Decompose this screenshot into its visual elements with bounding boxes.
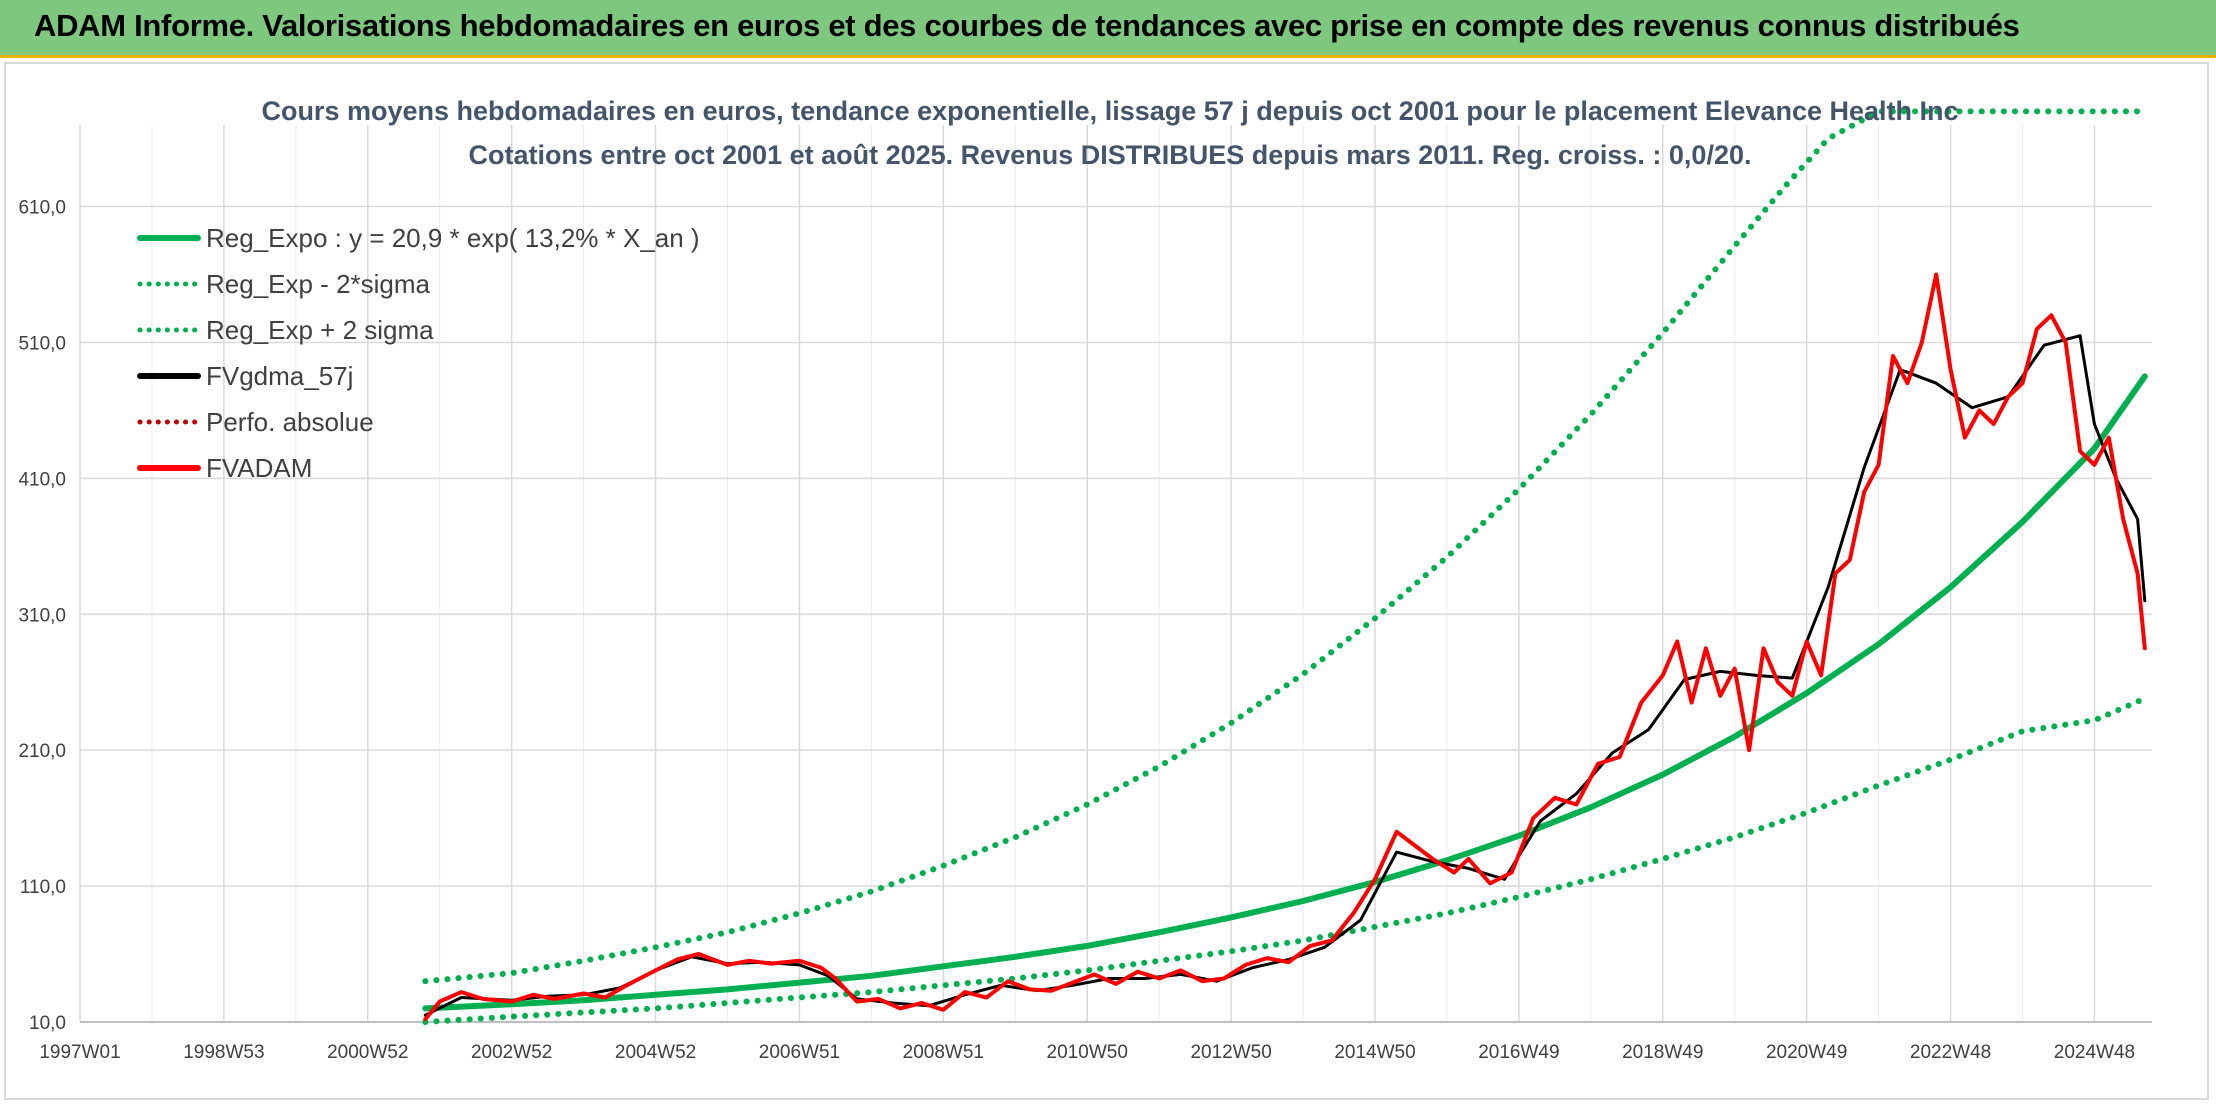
legend-label-5: FVADAM bbox=[206, 453, 312, 483]
legend-label-2: Reg_Exp + 2 sigma bbox=[206, 315, 434, 345]
series-line-5 bbox=[423, 272, 2147, 1022]
x-tick-label: 2014W50 bbox=[1334, 1042, 1415, 1063]
x-tick-label: 2024W48 bbox=[2054, 1042, 2135, 1063]
banner-title: ADAM Informe. Valorisations hebdomadaire… bbox=[34, 8, 2020, 43]
x-tick-label: 2006W51 bbox=[759, 1042, 840, 1063]
x-tick-label: 2012W50 bbox=[1190, 1042, 1271, 1063]
y-tick-label: 410,0 bbox=[18, 469, 66, 490]
x-tick-label: 2002W52 bbox=[471, 1042, 552, 1063]
x-axis-ticks: 1997W01 1998W53 2000W52 2002W52 2004W52 2006W… bbox=[39, 1042, 2135, 1063]
y-tick-label: 110,0 bbox=[20, 877, 66, 898]
chart-legend: Reg_Expo : y = 20,9 * exp( 13,2% * X_an … bbox=[137, 223, 700, 483]
chart-gridlines bbox=[79, 125, 2152, 1023]
x-tick-label: 2020W49 bbox=[1766, 1042, 1847, 1063]
y-tick-label: 210,0 bbox=[18, 741, 66, 762]
chart-series bbox=[422, 108, 2148, 1025]
legend-label-3: FVgdma_57j bbox=[206, 361, 353, 391]
legend-label-1: Reg_Exp - 2*sigma bbox=[206, 269, 431, 299]
x-tick-label: 2016W49 bbox=[1478, 1042, 1559, 1063]
chart-title-line-1: Cours moyens hebdomadaires en euros, ten… bbox=[261, 96, 1958, 126]
x-tick-label: 2010W50 bbox=[1047, 1042, 1128, 1063]
series-line-3 bbox=[423, 334, 2147, 1017]
x-tick-label: 2018W49 bbox=[1622, 1042, 1703, 1063]
x-tick-label: 2008W51 bbox=[903, 1042, 984, 1063]
report-banner: ADAM Informe. Valorisations hebdomadaire… bbox=[0, 0, 2216, 58]
y-tick-label: 310,0 bbox=[18, 605, 66, 626]
series-line-2 bbox=[422, 108, 2148, 985]
legend-label-0: Reg_Expo : y = 20,9 * exp( 13,2% * X_an … bbox=[206, 223, 700, 253]
y-axis-ticks: 10,0 110,0 210,0 310,0 410,0 510,0 610,0 bbox=[18, 198, 66, 1034]
y-tick-label: 610,0 bbox=[18, 198, 66, 219]
x-tick-label: 2022W48 bbox=[1910, 1042, 1991, 1063]
chart-title-line-2: Cotations entre oct 2001 et août 2025. R… bbox=[469, 140, 1752, 170]
legend-label-4: Perfo. absolue bbox=[206, 407, 374, 437]
chart-border bbox=[4, 62, 2209, 1100]
y-tick-label: 10,0 bbox=[29, 1013, 66, 1034]
y-tick-label: 510,0 bbox=[18, 333, 66, 354]
x-tick-label: 1997W01 bbox=[39, 1042, 120, 1063]
series-line-1 bbox=[422, 695, 2148, 1025]
x-tick-label: 1998W53 bbox=[183, 1042, 264, 1063]
x-tick-label: 2004W52 bbox=[615, 1042, 696, 1063]
chart-title: Cours moyens hebdomadaires en euros, ten… bbox=[261, 96, 1958, 170]
series-line-0 bbox=[422, 373, 2148, 1012]
x-tick-label: 2000W52 bbox=[327, 1042, 408, 1063]
